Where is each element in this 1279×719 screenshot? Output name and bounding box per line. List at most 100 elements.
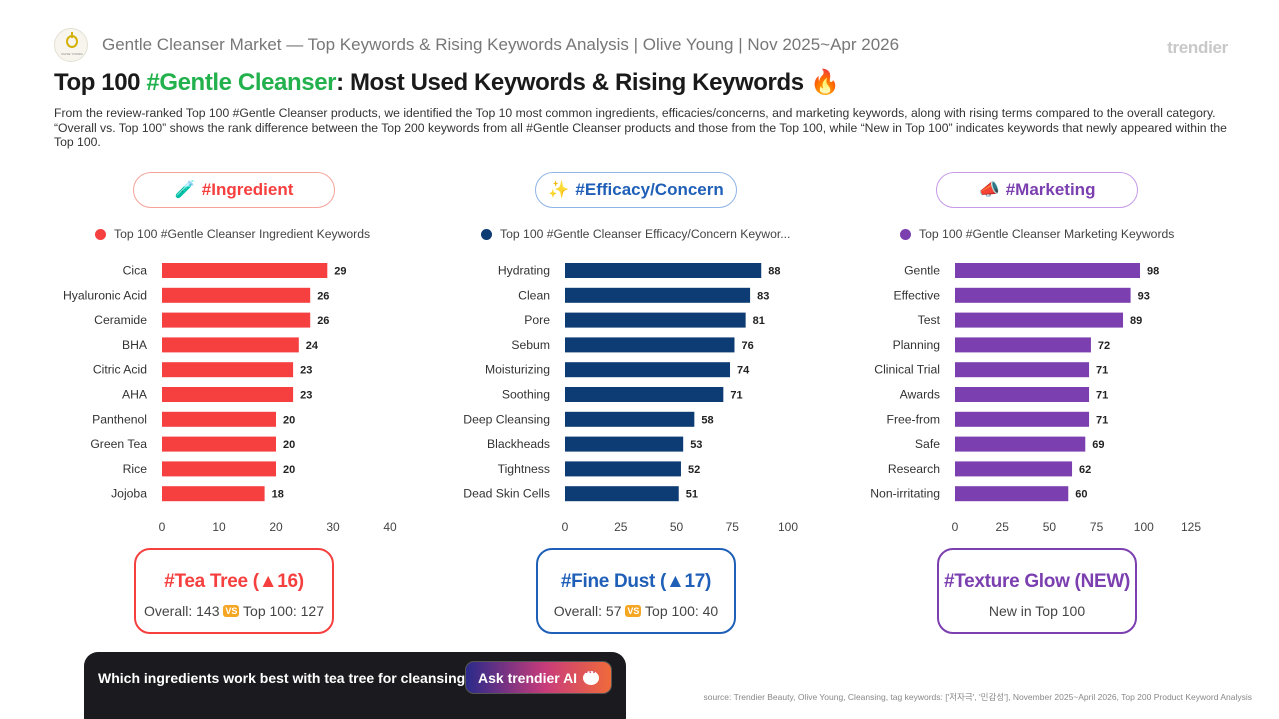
ask-ai-bar: Which ingredients work best with tea tre… — [84, 652, 626, 719]
card-sub: Overall: 143 VS Top 100: 127 — [136, 603, 332, 619]
bar — [565, 436, 684, 452]
legend-label: Top 100 #Gentle Cleanser Marketing Keywo… — [919, 227, 1175, 241]
data-label: 20 — [283, 439, 295, 451]
bar-label: Safe — [915, 437, 940, 451]
page-title-suffix: : Most Used Keywords & Rising Keywords — [336, 69, 804, 96]
data-label: 71 — [730, 390, 742, 402]
bar-label: Citric Acid — [93, 363, 147, 377]
bar-label: Ceramide — [94, 313, 147, 327]
data-label: 81 — [753, 315, 765, 327]
bar-label: Clinical Trial — [874, 363, 940, 377]
bar — [162, 362, 294, 378]
bar-label: AHA — [122, 388, 148, 402]
bar-label: Moisturizing — [485, 363, 550, 377]
header: OLIVE YOUNG Gentle Cleanser Market — Top… — [54, 28, 1234, 62]
tick-label: 50 — [670, 520, 684, 534]
card-sub: New in Top 100 — [939, 603, 1135, 619]
chart-marketing: Gentle 98 Effective 93 Test 89 Planning 72 Clini… — [833, 256, 1213, 546]
fire-icon: 🔥 — [809, 69, 840, 96]
bar — [162, 312, 311, 328]
card-sub: Overall: 57 VS Top 100: 40 — [538, 603, 734, 619]
bar-label: Jojoba — [111, 487, 147, 501]
bar — [955, 362, 1090, 378]
data-label: 20 — [283, 414, 295, 426]
bar — [565, 461, 681, 477]
legend-dot-icon — [481, 228, 492, 240]
rising-card-tea-tree: #Tea Tree (▲16) Overall: 143 VS Top 100:… — [134, 548, 334, 634]
tick-label: 25 — [996, 520, 1010, 534]
data-label: 76 — [741, 340, 753, 352]
bar-label: Test — [918, 313, 941, 327]
card-new-label: New in Top 100 — [988, 603, 1086, 619]
category-label-marketing: #Marketing — [1005, 180, 1096, 199]
vs-badge: VS — [625, 605, 642, 617]
bar — [162, 337, 299, 353]
rising-card-fine-dust: #Fine Dust (▲17) Overall: 57 VS Top 100:… — [536, 548, 736, 634]
data-label: 98 — [1147, 266, 1159, 278]
bar — [162, 486, 265, 502]
bar — [162, 461, 276, 477]
page-title: Top 100 #Gentle Cleanser: Most Used Keyw… — [54, 68, 840, 97]
bar-label: Dead Skin Cells — [463, 487, 550, 501]
legend-efficacy: Top 100 #Gentle Cleanser Efficacy/Concer… — [481, 227, 790, 241]
bar — [565, 287, 751, 303]
bar — [955, 436, 1086, 452]
chart-ingredient: Cica 29 Hyaluronic Acid 26 Ceramide 26 BHA 24 Ci… — [40, 256, 420, 546]
tick-label: 50 — [1043, 520, 1057, 534]
data-label: 53 — [690, 439, 702, 451]
bar-label: Planning — [893, 338, 940, 352]
data-label: 89 — [1130, 315, 1142, 327]
sparkles-icon: ✨ — [548, 180, 570, 199]
vs-badge: VS — [223, 605, 240, 617]
ai-suggested-question[interactable]: Which ingredients work best with tea tre… — [98, 670, 474, 686]
bar — [162, 411, 276, 427]
bar-label: Sebum — [511, 338, 550, 352]
bar-label: Tightness — [498, 462, 550, 476]
data-label: 62 — [1079, 464, 1091, 476]
bar-label: Soothing — [502, 388, 550, 402]
card-top100: Top 100: 127 — [243, 603, 324, 619]
data-label: 83 — [757, 290, 769, 302]
category-label-efficacy: #Efficacy/Concern — [575, 180, 724, 199]
card-title: #Tea Tree (▲16) — [164, 571, 304, 592]
data-label: 26 — [317, 290, 329, 302]
bar — [162, 263, 328, 278]
card-top100: Top 100: 40 — [645, 603, 719, 619]
data-label: 72 — [1098, 340, 1110, 352]
data-label: 29 — [334, 266, 346, 278]
bar-label: Panthenol — [92, 412, 147, 426]
data-label: 52 — [688, 464, 700, 476]
bar — [162, 436, 276, 452]
legend-dot-icon — [900, 228, 911, 240]
data-label: 93 — [1138, 290, 1150, 302]
bar — [565, 337, 735, 353]
bar-label: Blackheads — [487, 437, 550, 451]
bar-label: Green Tea — [90, 437, 147, 451]
data-label: 88 — [768, 266, 780, 278]
data-label: 23 — [300, 365, 312, 377]
bar-label: Free-from — [887, 412, 941, 426]
data-label: 71 — [1096, 365, 1108, 377]
header-title: Gentle Cleanser Market — Top Keywords & … — [102, 35, 900, 54]
logo-mark-icon — [66, 32, 78, 48]
bar — [955, 263, 1141, 278]
card-title: #Texture Glow (NEW) — [943, 571, 1131, 592]
data-label: 71 — [1096, 414, 1108, 426]
data-label: 71 — [1096, 390, 1108, 402]
bar — [565, 263, 762, 278]
bar — [565, 411, 695, 427]
ask-trendier-ai-button[interactable]: Ask trendier AI — [465, 661, 613, 694]
tick-label: 30 — [326, 520, 340, 534]
tick-label: 0 — [952, 520, 959, 534]
data-label: 51 — [686, 489, 698, 501]
data-label: 18 — [272, 489, 284, 501]
megaphone-icon: 📣 — [978, 180, 1000, 199]
bar-label: Gentle — [904, 264, 940, 278]
bar — [955, 387, 1090, 402]
data-label: 20 — [283, 464, 295, 476]
bar-label: Rice — [123, 462, 148, 476]
bar-label: Non-irritating — [870, 487, 940, 501]
tick-label: 75 — [1090, 520, 1104, 534]
chart-ingredient-svg: Cica 29 Hyaluronic Acid 26 Ceramide 26 BHA 24 Ci… — [63, 263, 397, 534]
bar-label: Research — [888, 462, 940, 476]
